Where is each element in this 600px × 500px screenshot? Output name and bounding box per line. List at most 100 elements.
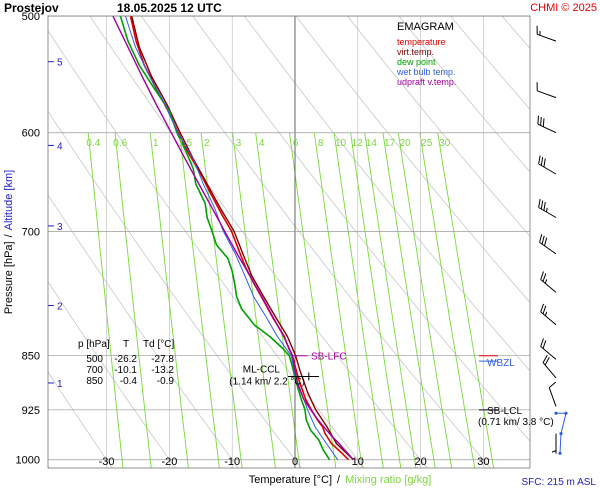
wind-barb-staff <box>538 207 557 218</box>
legend-title: EMAGRAM <box>397 21 454 33</box>
x-axis-temperature-label: Temperature [°C] <box>249 474 332 486</box>
wind-barb-feather <box>540 271 544 280</box>
altitude-tick-label: 4 <box>57 141 63 152</box>
table-cell: -0.9 <box>157 376 175 387</box>
temperature-tick-label: 20 <box>414 456 426 468</box>
wind-barb <box>548 381 557 407</box>
ml-ccl-detail: (1.14 km/ 2.2 °C) <box>229 376 305 387</box>
ml-ccl-label: ML-CCL <box>243 364 281 375</box>
pressure-tick-label: 925 <box>22 405 40 417</box>
y-axis-separator: / <box>3 233 15 237</box>
table-cell: -27.8 <box>151 354 174 365</box>
table-header-cell: T <box>123 339 129 350</box>
dry-adiabat <box>346 16 530 237</box>
mixing-ratio-line <box>333 132 384 468</box>
annotation-layer: SB-LFC WBZL ML-CCL(1.14 km/ 2.2 °C) SB-LCL(… <box>229 352 553 428</box>
wind-barb-staff <box>542 362 557 379</box>
wind-barb-staff <box>548 387 557 407</box>
wind-barb-feather <box>543 158 546 168</box>
temperature-tick-label: -30 <box>99 456 115 468</box>
legend-item-3: wet bulb temp. <box>396 67 456 77</box>
wind-barb <box>537 115 557 134</box>
table-cell: 850 <box>86 376 103 387</box>
dry-adiabat <box>48 30 365 468</box>
wind-barb <box>536 25 557 42</box>
mixing-ratio-line <box>364 132 417 468</box>
mixing-ratio-label: 4 <box>259 138 265 149</box>
dry-adiabat <box>192 16 530 442</box>
wind-barb-half-feather <box>544 311 548 316</box>
wind-barb-feather <box>544 237 548 247</box>
wind-barb-staff <box>539 241 557 255</box>
table-cell: -26.2 <box>114 354 137 365</box>
altitude-tick-label: 1 <box>57 379 63 390</box>
dry-adiabat <box>449 16 530 110</box>
wind-barb <box>538 155 557 175</box>
dry-adiabat <box>398 16 530 173</box>
table-header-cell: p [hPa] <box>78 339 110 350</box>
wind-barb <box>536 82 557 99</box>
station-name: Prostejov <box>4 1 59 15</box>
temperature-tick-label: -10 <box>224 456 240 468</box>
table-cell: -10.1 <box>114 365 137 376</box>
x-axis-separator: / <box>337 474 341 486</box>
pressure-tick-label: 700 <box>22 226 40 238</box>
mixing-ratio-line <box>149 132 189 468</box>
plot-frame <box>47 15 531 469</box>
wind-barb-feather <box>544 357 550 366</box>
mixing-ratio-line <box>419 132 476 468</box>
wind-barb-half-feather <box>544 279 548 284</box>
mixing-ratio-line <box>87 132 124 468</box>
wind-barb-staff <box>538 163 557 175</box>
mixing-ratio-line <box>114 132 152 468</box>
surface-wind-trace <box>556 412 567 454</box>
y-axis-pressure-label: Pressure [hPa] <box>3 241 15 314</box>
mixing-ratio-label: 2 <box>204 138 210 149</box>
x-axis-label-text: Temperature [°C] / Mixing ratio [g/kg] <box>249 474 432 486</box>
mixing-ratio-label: 20 <box>400 138 412 149</box>
wind-barb <box>540 303 557 326</box>
table-cell: 500 <box>86 354 103 365</box>
y-axis-label-text: Pressure [hPa] / Altitude [km] <box>3 170 15 314</box>
mixing-ratio-label: 14 <box>366 138 378 149</box>
series-temperature-line <box>129 16 349 461</box>
pressure-tick-label: 600 <box>22 128 40 140</box>
mixing-ratio-line <box>397 132 453 468</box>
wind-barb-feather <box>548 381 557 388</box>
wind-barb-feather <box>540 116 542 126</box>
mixing-ratio-label: 17 <box>384 138 396 149</box>
mixing-ratio-label: 1 <box>153 138 159 149</box>
wind-barb-feather <box>540 303 544 313</box>
credit-label: CHMI © 2025 <box>530 2 597 14</box>
text-layer: Prostejov 18.05.2025 12 UTC CHMI © 2025500… <box>3 1 597 488</box>
dry-adiabat <box>48 110 302 468</box>
table-cell: 700 <box>86 365 103 376</box>
mixing-ratio-label: 6 <box>293 138 299 149</box>
wind-barb-feather <box>542 273 547 282</box>
series-dew-point-line <box>119 16 331 461</box>
wind-barb-feather <box>542 118 545 127</box>
pressure-tick-label: 500 <box>22 11 40 23</box>
mixing-ratio-label: 3 <box>236 138 242 149</box>
temperature-tick-label: -20 <box>161 456 177 468</box>
mixing-ratio-label: 30 <box>439 138 451 149</box>
wind-barb-feather <box>543 202 546 211</box>
dry-adiabat <box>48 194 239 468</box>
wind-barb <box>551 433 557 454</box>
series-virt-temp--line <box>131 16 354 461</box>
plot-border <box>47 15 531 469</box>
wind-barb <box>539 234 557 255</box>
temperature-tick-label: 30 <box>477 456 489 468</box>
wind-barb <box>538 199 557 218</box>
mixing-ratio-line <box>179 132 220 468</box>
mixing-ratio-label: 25 <box>421 138 433 149</box>
dry-adiabat <box>140 16 491 468</box>
mixing-ratio-label: 0.6 <box>113 138 127 149</box>
legend-item-1: virt.temp. <box>397 47 434 57</box>
surface-wind-point <box>554 411 558 415</box>
wind-barb <box>540 338 557 360</box>
legend-item-2: dew point <box>397 57 436 67</box>
pressure-tick-label: 1000 <box>16 455 40 467</box>
mixing-ratio-line <box>255 132 301 468</box>
